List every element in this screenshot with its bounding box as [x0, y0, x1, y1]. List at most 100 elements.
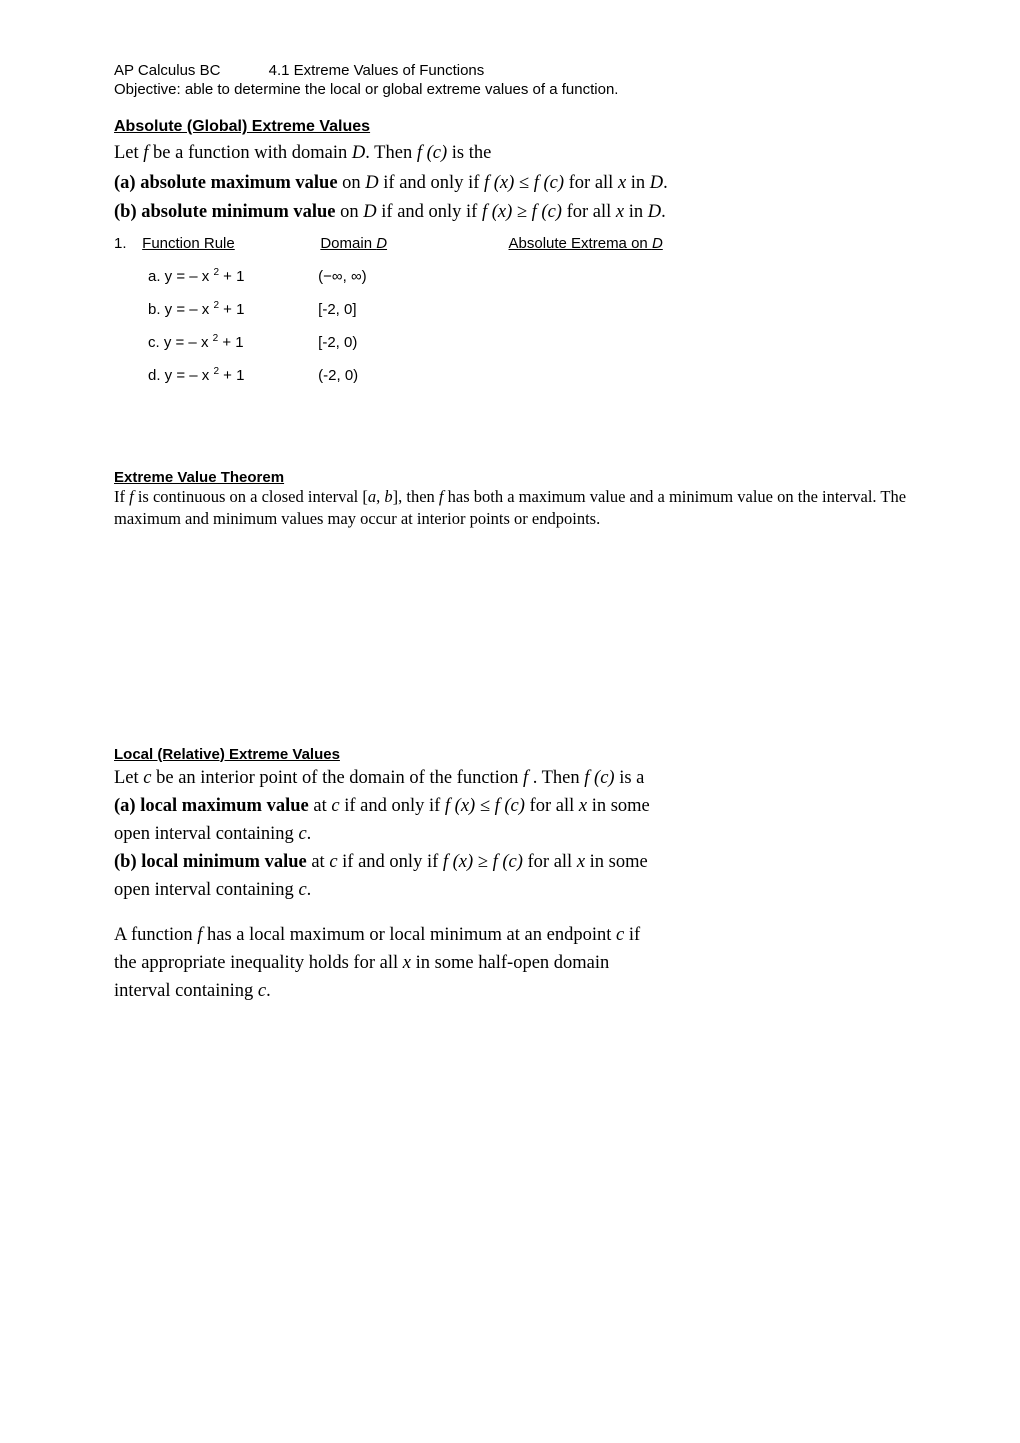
example-number: 1. [114, 235, 138, 252]
text-fragment: . Then [533, 768, 585, 788]
text-fragment: for all [525, 796, 579, 816]
local-endpoint-l3: interval containing c. [114, 977, 906, 1005]
local-max-label: (a) local maximum value [114, 796, 309, 816]
evt-section: Extreme Value Theorem If f is continuous… [114, 469, 906, 531]
abs-extreme-def-line1: Let f be a function with domain D. Then … [114, 139, 906, 168]
table-row: d. y = – x 2 + 1 (-2, 0) [114, 367, 906, 384]
domain-value: (−∞, ∞) [318, 268, 366, 285]
ineq-lb: f (x) ≥ f (c) [443, 852, 523, 872]
evt-body: If f is continuous on a closed interval … [114, 486, 906, 531]
course-name: AP Calculus BC [114, 62, 220, 79]
domain-value: (-2, 0) [318, 367, 358, 384]
var-x: x [579, 796, 587, 816]
text-fragment: the appropriate inequality holds for all [114, 953, 403, 973]
var-c: c [143, 768, 151, 788]
local-heading: Local (Relative) Extreme Values [114, 746, 906, 763]
text-fragment: . Then [365, 143, 417, 163]
text-fragment: if [624, 925, 640, 945]
col-domain: Domain D [320, 235, 504, 252]
domain-value: [-2, 0) [318, 334, 357, 351]
abs-max-label: (a) absolute maximum value [114, 173, 338, 193]
table-row: b. y = – x 2 + 1 [-2, 0] [114, 301, 906, 318]
abs-extreme-heading: Absolute (Global) Extreme Values [114, 118, 906, 136]
var-x: x [616, 202, 624, 222]
var-c: c [298, 824, 306, 844]
local-endpoint-para: A function f has a local maximum or loca… [114, 921, 906, 1005]
var-c: c [298, 880, 306, 900]
text-fragment: on [338, 173, 366, 193]
local-def-b: (b) local minimum value at c if and only… [114, 848, 906, 876]
abs-extreme-def-a: (a) absolute maximum value on D if and o… [114, 169, 906, 198]
text-fragment: in some [585, 852, 648, 872]
var-b: b [384, 487, 392, 506]
var-fc: f (c) [584, 768, 614, 788]
text-fragment: for all [562, 202, 616, 222]
function-rule: d. y = – x 2 + 1 [148, 367, 314, 384]
text-fragment: in some half-open domain [411, 953, 609, 973]
local-endpoint-l1: A function f has a local maximum or loca… [114, 921, 906, 949]
text-fragment: . [663, 173, 668, 193]
var-D: D [365, 173, 378, 193]
local-endpoint-l2: the appropriate inequality holds for all… [114, 949, 906, 977]
text-fragment: Let [114, 768, 143, 788]
local-min-label: (b) local minimum value [114, 852, 307, 872]
example-table-header: 1. Function Rule Domain D Absolute Extre… [114, 235, 906, 252]
ineq-la: f (x) ≤ f (c) [445, 796, 525, 816]
text-fragment: . [307, 824, 312, 844]
local-def-b-tail: open interval containing c. [114, 876, 906, 904]
function-rule: a. y = – x 2 + 1 [148, 268, 314, 285]
text-fragment: Let [114, 143, 143, 163]
fn-text: a. y = – x [148, 268, 213, 285]
var-D: D [363, 202, 376, 222]
text-fragment: has a local maximum or local minimum at … [207, 925, 616, 945]
domain-value: [-2, 0] [318, 301, 356, 318]
var-c: c [331, 796, 339, 816]
var-D: D [650, 173, 663, 193]
text-fragment: in [626, 173, 650, 193]
text-fragment: interval containing [114, 981, 258, 1001]
ineq-b: f (x) ≥ f (c) [482, 202, 562, 222]
text-fragment: A function [114, 925, 197, 945]
var-fc: f (c) [417, 143, 447, 163]
text-fragment: . [307, 880, 312, 900]
col-function-rule: Function Rule [142, 235, 316, 252]
text-fragment: on [336, 202, 364, 222]
objective-text: Objective: able to determine the local o… [114, 81, 906, 98]
text-fragment: in [624, 202, 648, 222]
fn-tail: + 1 [219, 367, 244, 384]
text-fragment: at [309, 796, 332, 816]
ineq-a: f (x) ≤ f (c) [484, 173, 564, 193]
fn-text: d. y = – x [148, 367, 213, 384]
table-row: c. y = – x 2 + 1 [-2, 0) [114, 334, 906, 351]
text-fragment: in some [587, 796, 650, 816]
page-header: AP Calculus BC 4.1 Extreme Values of Fun… [114, 62, 906, 79]
local-def-line1: Let c be an interior point of the domain… [114, 764, 906, 792]
col-extrema-pre: Absolute Extrema on [509, 235, 652, 252]
fn-text: c. y = – x [148, 334, 213, 351]
text-fragment: for all [523, 852, 577, 872]
text-fragment: if and only if [338, 852, 443, 872]
fn-tail: + 1 [219, 268, 244, 285]
text-fragment: be an interior point of the domain of th… [152, 768, 523, 788]
var-x: x [577, 852, 585, 872]
abs-min-label: (b) absolute minimum value [114, 202, 336, 222]
table-row: a. y = – x 2 + 1 (−∞, ∞) [114, 268, 906, 285]
var-D: D [648, 202, 661, 222]
var-a: a [368, 487, 376, 506]
fn-text: b. y = – x [148, 301, 213, 318]
local-body: Let c be an interior point of the domain… [114, 764, 906, 1006]
fn-tail: + 1 [218, 334, 243, 351]
col-abs-extrema: Absolute Extrema on D [509, 235, 663, 252]
fn-tail: + 1 [219, 301, 244, 318]
text-fragment: if and only if [340, 796, 445, 816]
var-x: x [403, 953, 411, 973]
var-f: f [523, 768, 533, 788]
text-fragment: open interval containing [114, 880, 298, 900]
var-c: c [258, 981, 266, 1001]
text-fragment: is a [615, 768, 645, 788]
var-f: f [143, 143, 153, 163]
function-rule: c. y = – x 2 + 1 [148, 334, 314, 351]
text-fragment: for all [564, 173, 618, 193]
text-fragment: is the [447, 143, 491, 163]
var-D: D [352, 143, 365, 163]
